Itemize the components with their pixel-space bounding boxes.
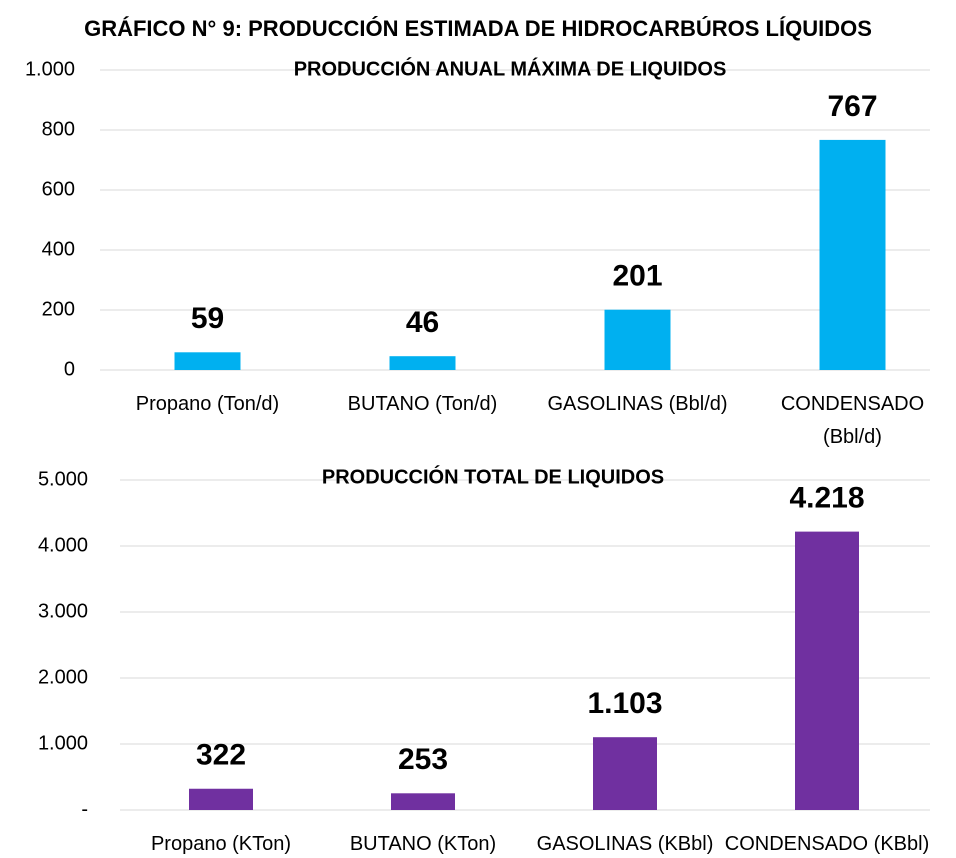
data-label: 46	[406, 306, 439, 339]
y-tick-label: -	[81, 798, 88, 820]
x-tick-label: GASOLINAS (KBbl)	[536, 833, 714, 855]
data-label: 253	[398, 743, 448, 776]
data-label: 767	[827, 90, 877, 123]
bar	[189, 788, 253, 810]
x-tick-label: CONDENSADO (KBbl)	[724, 833, 930, 855]
bar	[604, 309, 671, 370]
y-tick-label: 3.000	[38, 600, 88, 622]
y-tick-label: 5.000	[38, 468, 88, 490]
x-tick-label: BUTANO (KTon)	[349, 833, 497, 855]
y-tick-label: 400	[42, 238, 75, 260]
bar	[593, 737, 657, 810]
bar	[795, 531, 859, 810]
x-tick-label: Propano (Ton/d)	[135, 393, 280, 415]
y-tick-label: 600	[42, 178, 75, 200]
data-label: 1.103	[587, 687, 662, 720]
y-tick-label: 1.000	[25, 58, 75, 80]
main-title: GRÁFICO N° 9: PRODUCCIÓN ESTIMADA DE HID…	[84, 16, 872, 41]
y-tick-label: 0	[64, 358, 75, 380]
chart-title: PRODUCCIÓN ANUAL MÁXIMA DE LIQUIDOS	[294, 56, 727, 80]
x-tick-label: BUTANO (Ton/d)	[347, 393, 498, 415]
y-tick-label: 4.000	[38, 534, 88, 556]
y-tick-label: 200	[42, 298, 75, 320]
data-label: 201	[612, 260, 662, 293]
y-tick-label: 800	[42, 118, 75, 140]
chart-title: PRODUCCIÓN TOTAL DE LIQUIDOS	[322, 464, 664, 488]
x-tick-label: CONDENSADO (Bbl/d)	[780, 393, 925, 448]
data-label: 322	[196, 739, 246, 772]
bar	[391, 793, 455, 810]
y-tick-label: 1.000	[38, 732, 88, 754]
bar	[389, 356, 456, 370]
x-tick-label: GASOLINAS (Bbl/d)	[547, 393, 728, 415]
data-label: 4.218	[789, 482, 864, 515]
data-label: 59	[191, 302, 224, 335]
bar	[174, 352, 241, 370]
x-tick-label: Propano (KTon)	[150, 833, 292, 855]
bar	[819, 139, 886, 370]
y-tick-label: 2.000	[38, 666, 88, 688]
